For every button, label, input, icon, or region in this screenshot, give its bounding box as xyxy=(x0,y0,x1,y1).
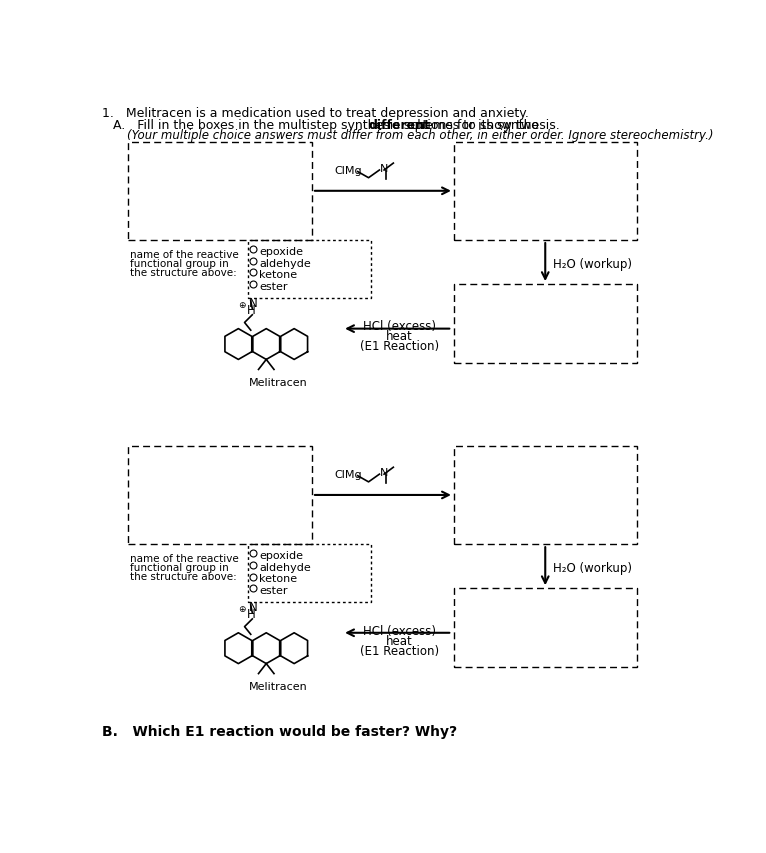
Text: ClMg: ClMg xyxy=(335,469,362,479)
Text: N: N xyxy=(248,296,257,310)
Text: (Your multiple choice answers must differ from each other, in either order. Igno: (Your multiple choice answers must diffe… xyxy=(126,129,713,142)
Text: name of the reactive: name of the reactive xyxy=(130,553,238,563)
Text: H₂O (workup): H₂O (workup) xyxy=(553,258,632,270)
Bar xyxy=(128,142,312,241)
Bar xyxy=(453,142,637,241)
Text: ketone: ketone xyxy=(259,574,297,583)
Text: A.   Fill in the boxes in the multistep synthesis schemes to show two: A. Fill in the boxes in the multistep sy… xyxy=(113,119,542,131)
Text: Melitracen: Melitracen xyxy=(249,682,308,692)
Bar xyxy=(248,241,371,299)
Bar xyxy=(248,544,371,602)
Text: epoxide: epoxide xyxy=(259,247,303,257)
Bar xyxy=(453,446,637,544)
Text: heat: heat xyxy=(386,330,413,343)
Text: options for its synthesis.: options for its synthesis. xyxy=(403,119,559,131)
Text: N: N xyxy=(380,467,388,478)
Text: different: different xyxy=(368,119,430,131)
Text: H: H xyxy=(247,607,256,621)
Text: (E1 Reaction): (E1 Reaction) xyxy=(360,340,439,353)
Text: aldehyde: aldehyde xyxy=(259,258,311,269)
Text: Melitracen: Melitracen xyxy=(249,378,308,387)
Text: functional group in: functional group in xyxy=(130,258,228,269)
Text: functional group in: functional group in xyxy=(130,562,228,572)
Text: epoxide: epoxide xyxy=(259,551,303,560)
Text: ketone: ketone xyxy=(259,270,297,280)
Bar xyxy=(453,589,637,668)
Text: the structure above:: the structure above: xyxy=(130,572,237,582)
Text: 1.   Melitracen is a medication used to treat depression and anxiety.: 1. Melitracen is a medication used to tr… xyxy=(102,107,529,120)
Text: $\oplus$: $\oplus$ xyxy=(238,299,247,310)
Text: name of the reactive: name of the reactive xyxy=(130,249,238,259)
Bar xyxy=(128,446,312,544)
Text: the structure above:: the structure above: xyxy=(130,268,237,278)
Text: ester: ester xyxy=(259,281,288,292)
Text: heat: heat xyxy=(386,634,413,647)
Text: HCl (excess): HCl (excess) xyxy=(363,624,436,637)
Text: (E1 Reaction): (E1 Reaction) xyxy=(360,644,439,657)
Text: $\oplus$: $\oplus$ xyxy=(238,603,247,613)
Text: HCl (excess): HCl (excess) xyxy=(363,320,436,333)
Text: N: N xyxy=(248,600,257,613)
Text: ClMg: ClMg xyxy=(335,165,362,176)
Text: ester: ester xyxy=(259,585,288,595)
Text: H₂O (workup): H₂O (workup) xyxy=(553,561,632,574)
Text: H: H xyxy=(247,304,256,317)
Text: N: N xyxy=(380,164,388,174)
Text: B.   Which E1 reaction would be faster? Why?: B. Which E1 reaction would be faster? Wh… xyxy=(102,724,457,738)
Bar xyxy=(453,285,637,364)
Text: aldehyde: aldehyde xyxy=(259,562,311,572)
